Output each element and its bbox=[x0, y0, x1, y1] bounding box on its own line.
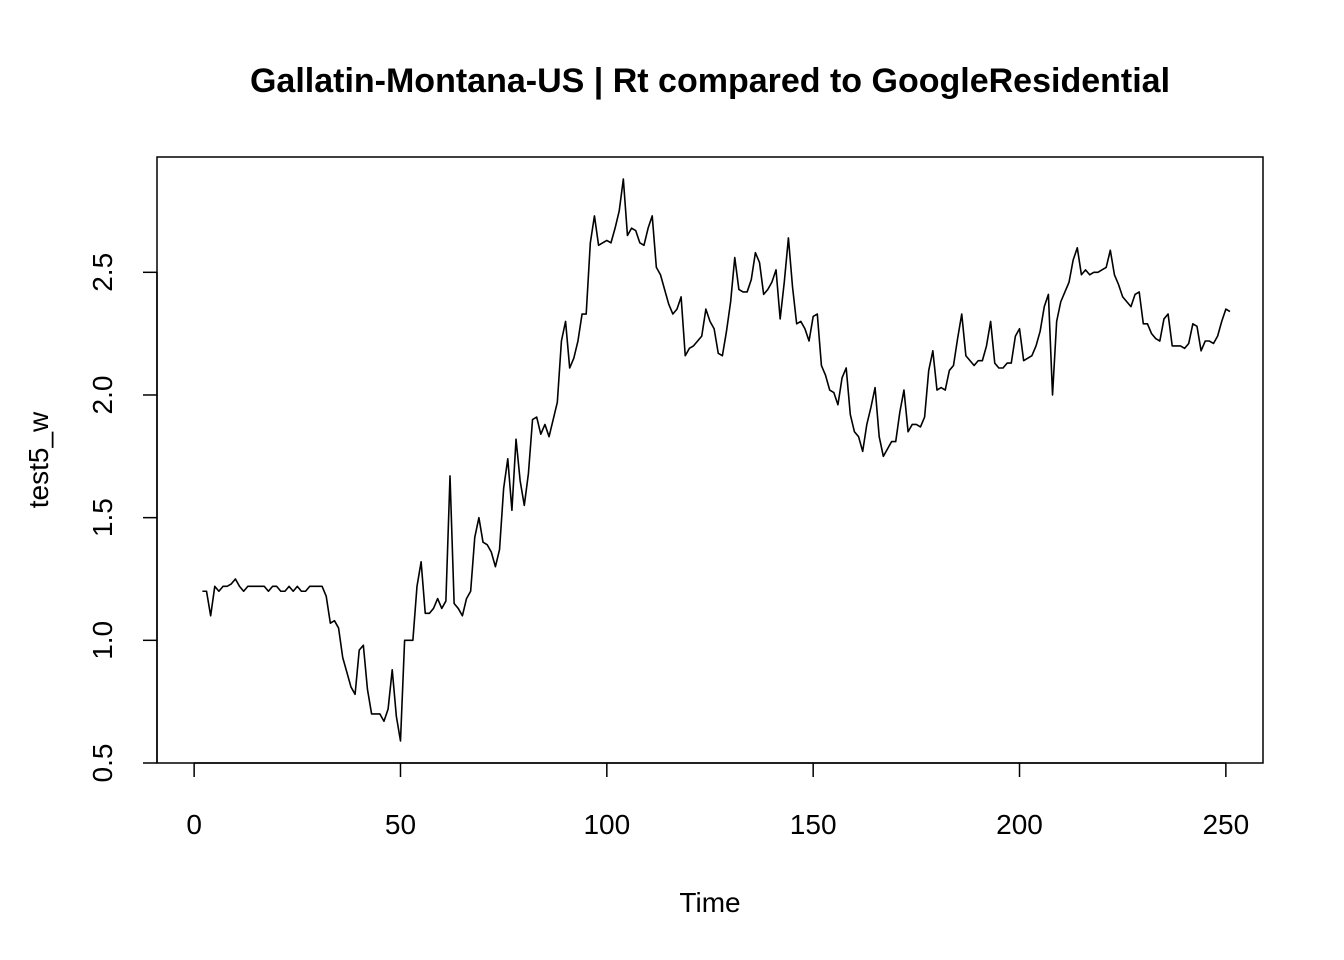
y-tick-label: 1.0 bbox=[87, 621, 118, 660]
x-tick-label: 100 bbox=[583, 809, 630, 840]
x-tick-label: 50 bbox=[385, 809, 416, 840]
x-axis-label: Time bbox=[679, 887, 740, 918]
y-axis-label: test5_w bbox=[23, 411, 54, 508]
x-axis: 0 50 100 150 200 250 bbox=[186, 762, 1249, 840]
x-tick-label: 250 bbox=[1202, 809, 1249, 840]
x-tick-label: 0 bbox=[186, 809, 202, 840]
y-tick-label: 1.5 bbox=[87, 498, 118, 537]
y-axis: 0.5 1.0 1.5 2.0 2.5 bbox=[87, 253, 158, 783]
chart-title: Gallatin-Montana-US | Rt compared to Goo… bbox=[250, 62, 1170, 100]
y-tick-label: 0.5 bbox=[87, 744, 118, 783]
series-line bbox=[202, 178, 1231, 742]
y-tick-label: 2.5 bbox=[87, 253, 118, 292]
x-tick-label: 150 bbox=[790, 809, 837, 840]
plot-frame bbox=[156, 156, 1264, 764]
y-tick-label: 2.0 bbox=[87, 376, 118, 415]
x-tick-label: 200 bbox=[996, 809, 1043, 840]
